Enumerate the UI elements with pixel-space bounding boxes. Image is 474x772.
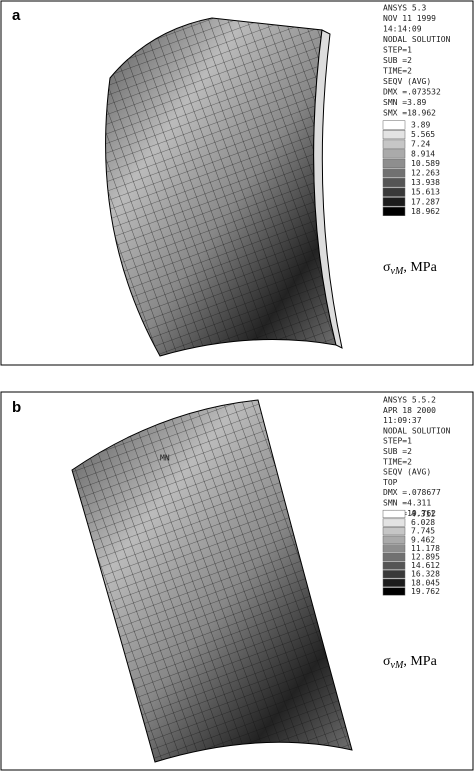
legend-label: 18.045: [411, 578, 440, 587]
info-line: NODAL SOLUTION: [383, 35, 451, 44]
legend-label: 15.613: [411, 188, 440, 197]
legend-swatch: [382, 120, 406, 130]
pipe-model: [105, 17, 343, 357]
legend-label: 10.589: [411, 159, 440, 168]
legend-label: 19.762: [411, 587, 440, 596]
info-line: TIME=2: [383, 457, 412, 466]
legend-label: 8.914: [411, 149, 435, 158]
unit-symbol: σ: [383, 654, 391, 669]
legend-label: 6.028: [411, 518, 435, 527]
info-line: NOV 11 1999: [383, 14, 436, 23]
legend-label: 18.962: [411, 207, 440, 216]
unit-subscript: vM: [391, 660, 404, 671]
legend-label: 17.287: [411, 197, 440, 206]
legend-label: 7.24: [411, 140, 430, 149]
legend-swatch: [382, 187, 406, 197]
unit-text: , MPa: [403, 654, 437, 669]
info-line: STEP=1: [383, 46, 412, 55]
legend-label: 3.89: [411, 121, 430, 130]
panel-label: a: [12, 7, 21, 24]
legend-swatch: [382, 578, 406, 587]
legend-label: 14.612: [411, 561, 440, 570]
legend-swatch: [382, 587, 406, 596]
info-line: SMX =18.962: [383, 109, 436, 118]
legend-swatch: [382, 197, 406, 207]
legend-label: 5.565: [411, 130, 435, 139]
info-line: DMX =.078677: [383, 488, 441, 497]
info-line: SMX =19.762: [383, 509, 436, 518]
legend-label: 12.263: [411, 169, 440, 178]
info-line: TIME=2: [383, 67, 412, 76]
legend-swatch: [382, 552, 406, 562]
info-line: SEQV (AVG): [383, 77, 431, 86]
info-line: SUB =2: [383, 56, 412, 65]
legend-swatch: [382, 158, 406, 168]
info-line: 11:09:37: [383, 416, 422, 425]
legend-swatch: [382, 570, 406, 579]
info-line: SEQV (AVG): [383, 468, 431, 477]
info-line: TOP: [383, 478, 398, 487]
info-line: ANSYS 5.3: [383, 4, 427, 13]
panel-frame: [0, 0, 474, 366]
legend-swatch: [382, 178, 406, 188]
legend-label: 7.745: [411, 527, 435, 536]
legend-swatch: [382, 509, 406, 519]
legend-swatch: [382, 206, 406, 216]
panel-frame: [0, 391, 474, 771]
legend-swatch: [382, 527, 406, 536]
unit-subscript: vM: [391, 266, 404, 277]
unit-symbol: σ: [383, 260, 391, 275]
legend-swatch: [382, 130, 406, 140]
legend-label: 13.938: [411, 178, 440, 187]
legend-swatch: [382, 561, 406, 570]
unit-text: , MPa: [403, 260, 437, 275]
legend-swatch: [382, 544, 406, 553]
legend-label: 16.328: [411, 570, 440, 579]
info-line: APR 18 2000: [383, 406, 436, 415]
legend-swatch: [382, 149, 406, 159]
info-line: SUB =2: [383, 447, 412, 456]
info-line: SMN =3.89: [383, 98, 427, 107]
legend-swatch: [382, 139, 406, 149]
legend-label: 11.178: [411, 544, 440, 553]
info-line: 14:14:09: [383, 25, 422, 34]
node-marker: MN: [160, 454, 170, 463]
pipe-model: [71, 399, 353, 763]
legend-swatch: [382, 518, 406, 527]
legend-label: 4.311: [411, 510, 435, 519]
legend-swatch: [382, 535, 406, 544]
legend-swatch: [382, 168, 406, 178]
info-line: ANSYS 5.5.2: [383, 396, 436, 405]
info-line: DMX =.073532: [383, 88, 441, 97]
info-line: SMN =4.311: [383, 499, 431, 508]
unit-label: σvM, MPa: [383, 654, 438, 671]
info-line: STEP=1: [383, 437, 412, 446]
legend-label: 12.895: [411, 553, 440, 562]
panel-label: b: [12, 399, 21, 416]
info-line: NODAL SOLUTION: [383, 426, 451, 435]
legend-label: 9.462: [411, 535, 435, 544]
unit-label: σvM, MPa: [383, 260, 438, 277]
